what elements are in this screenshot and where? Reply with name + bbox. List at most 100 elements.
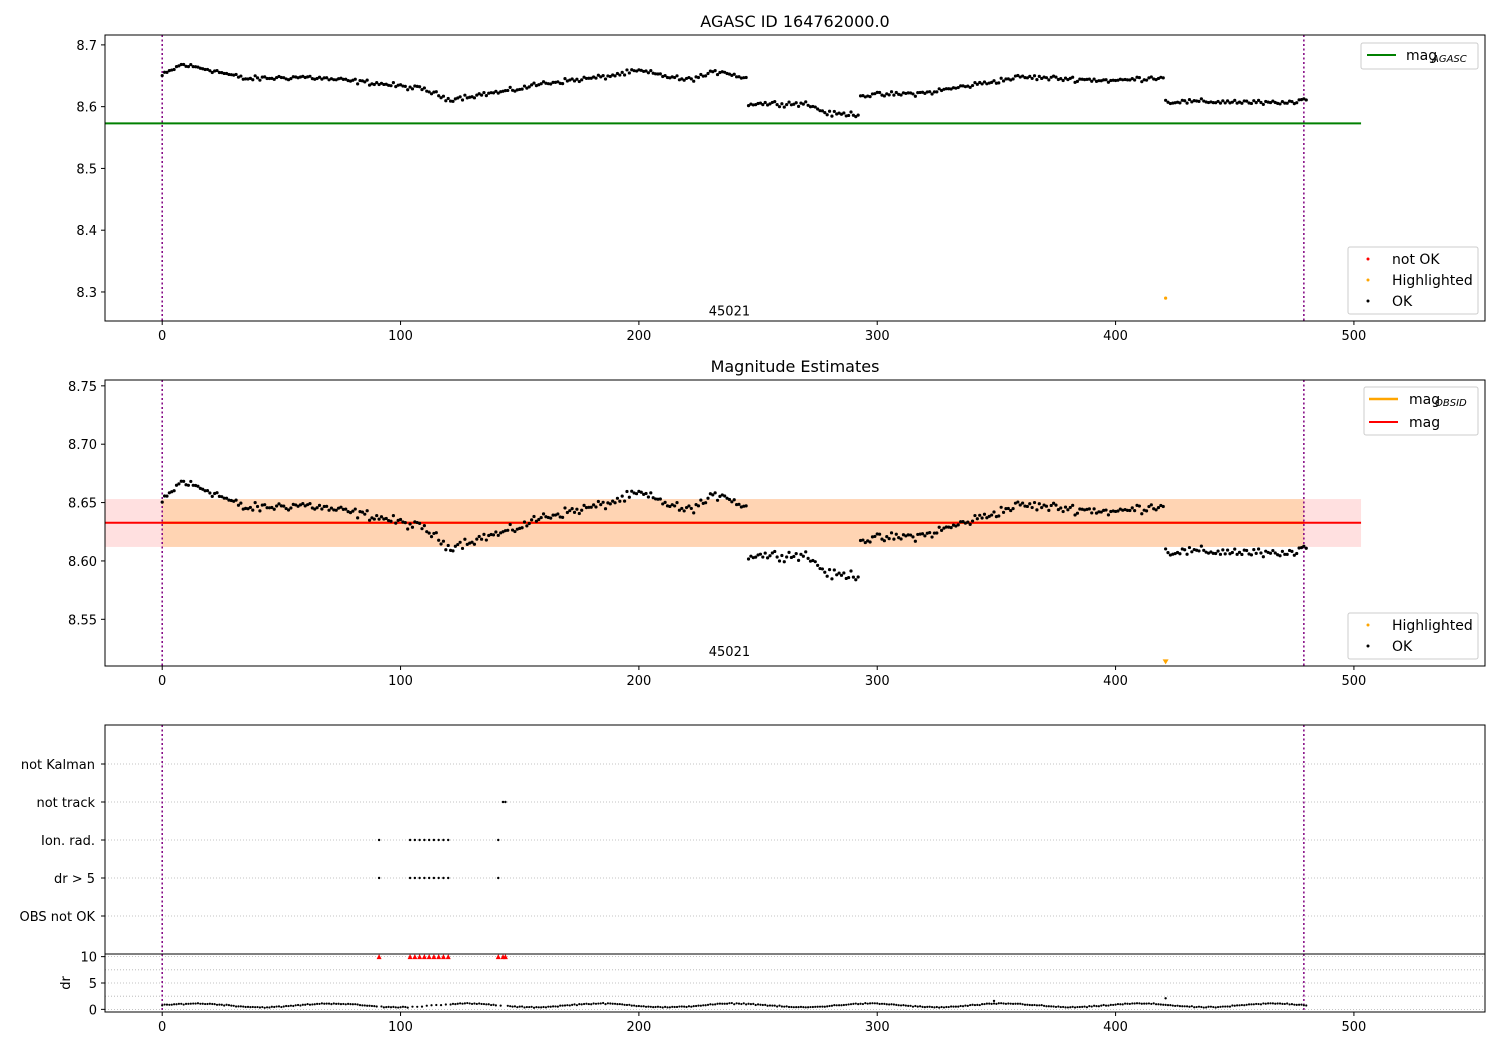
ok-point	[1009, 508, 1013, 513]
ok-point	[866, 539, 870, 543]
dr-point	[647, 1005, 650, 1008]
dr-point	[559, 1004, 562, 1007]
dr-point	[332, 1002, 335, 1005]
y-tick-label: 8.4	[76, 224, 97, 239]
dr-point	[1200, 1005, 1203, 1009]
ok-point	[680, 506, 684, 511]
ok-point	[427, 90, 431, 94]
ok-point	[561, 515, 565, 519]
dr-point	[1143, 1002, 1146, 1005]
dr-point	[787, 1005, 791, 1009]
ok-point	[503, 89, 508, 93]
dr-point	[1069, 1006, 1072, 1009]
ok-point	[773, 549, 777, 554]
ok-point	[236, 503, 241, 507]
dr-point	[880, 1002, 884, 1005]
ok-point	[263, 503, 267, 507]
dr-point	[1276, 1002, 1279, 1005]
ok-point	[1216, 549, 1220, 553]
ok-point	[477, 534, 481, 539]
dr-point	[1090, 1005, 1093, 1008]
dr-point	[625, 1003, 629, 1007]
dr-point	[1119, 1003, 1122, 1006]
ok-point	[615, 71, 620, 76]
ok-point	[475, 93, 479, 97]
ok-point	[999, 76, 1003, 80]
ok-point	[365, 78, 369, 82]
dr-point	[218, 1003, 221, 1006]
ok-point	[1283, 552, 1287, 556]
dr-point	[1133, 1002, 1136, 1005]
dr-point	[1267, 1002, 1270, 1005]
ok-point	[727, 497, 732, 502]
ok-point	[1254, 551, 1258, 555]
dr-point	[239, 1005, 242, 1008]
ok-point	[351, 509, 355, 513]
ok-point	[611, 499, 615, 503]
ok-point	[827, 109, 832, 113]
ok-point	[1032, 500, 1037, 505]
ok-point	[882, 539, 886, 543]
ok-point	[272, 77, 276, 81]
ok-point	[434, 90, 438, 94]
ok-point	[1032, 74, 1037, 78]
ok-point	[1061, 509, 1065, 514]
ok-point	[296, 504, 300, 508]
ok-point	[255, 76, 260, 80]
ok-point	[775, 555, 779, 559]
ok-point	[244, 77, 248, 81]
ok-point	[1080, 77, 1084, 81]
panel4-capped-markers	[376, 954, 508, 960]
ok-point	[282, 504, 286, 508]
ok-point	[479, 93, 484, 97]
dr-point	[666, 1006, 669, 1009]
dr-point	[599, 1002, 602, 1005]
dr-point	[849, 1003, 853, 1006]
ok-point	[639, 490, 643, 494]
flag-point	[501, 800, 505, 804]
ok-point	[873, 534, 877, 539]
ok-point	[217, 70, 222, 75]
ok-point	[363, 512, 367, 516]
ok-point	[580, 78, 584, 82]
flag-point	[442, 838, 445, 842]
dr-point	[692, 1005, 695, 1008]
ok-point	[1102, 78, 1106, 82]
ok-point	[889, 90, 894, 94]
ok-point	[275, 504, 279, 508]
ok-point	[406, 527, 410, 531]
ok-point	[916, 91, 920, 95]
ok-point	[439, 96, 443, 100]
ok-point	[1225, 99, 1230, 103]
ok-point	[1237, 550, 1242, 554]
dr-point	[516, 1006, 519, 1009]
ok-point	[653, 72, 658, 76]
dr-point	[1250, 1003, 1253, 1006]
ok-point	[599, 75, 603, 79]
ok-point	[1218, 101, 1223, 105]
dr-point	[466, 1001, 469, 1005]
dr-point	[807, 1006, 810, 1009]
dr-point	[311, 1003, 314, 1006]
dr-point	[199, 1002, 202, 1005]
ok-point	[508, 522, 512, 527]
ok-point	[1116, 509, 1120, 513]
dr-point	[511, 1005, 514, 1008]
ok-point	[277, 74, 281, 79]
dr-point	[478, 1002, 481, 1005]
ok-point	[353, 77, 357, 81]
ok-point	[1264, 549, 1268, 553]
dr-point	[683, 1005, 686, 1008]
ok-point	[379, 81, 384, 85]
dr-point	[1207, 1005, 1210, 1008]
dr-point	[416, 1005, 419, 1008]
ok-point	[463, 93, 467, 97]
ok-point	[1090, 511, 1094, 515]
ok-point	[1133, 78, 1137, 82]
y-tick-label: 10	[80, 951, 97, 966]
ok-point	[928, 90, 932, 94]
dr-point	[961, 1005, 965, 1008]
dr-point	[366, 1004, 369, 1007]
ok-point	[856, 575, 860, 579]
